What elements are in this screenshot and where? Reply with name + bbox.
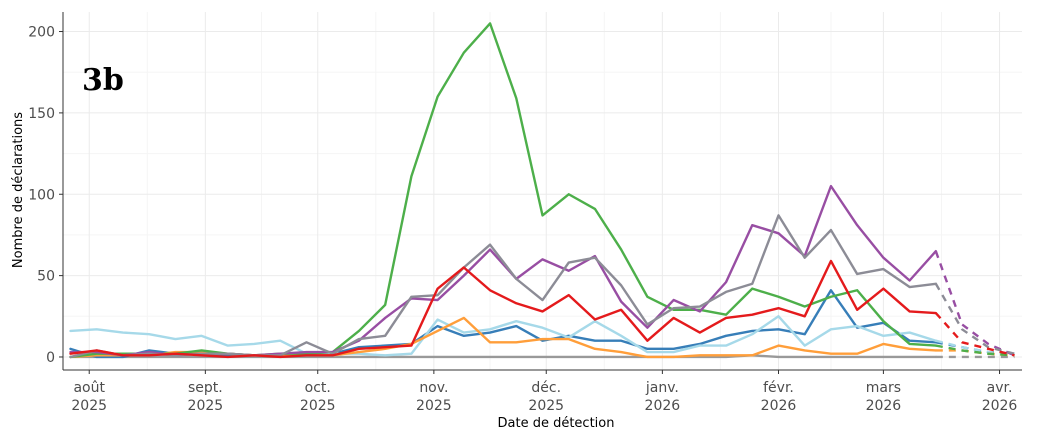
x-axis-ticks: août 2025 sept. 2025 oct. 2025 nov. 2025 déc. 202… xyxy=(63,369,1022,414)
x-tick-label-month: nov. xyxy=(419,380,448,396)
y-axis-ticks: 0 50 100 150 200 xyxy=(28,12,64,370)
x-tick-label-month: sept. xyxy=(188,380,223,396)
x-tick-label-month: mars xyxy=(866,380,901,396)
x-tick-label-month: août xyxy=(73,380,105,396)
series-line-6 xyxy=(69,214,938,359)
x-tick-label-year: 2026 xyxy=(645,398,681,414)
y-tick-label: 100 xyxy=(28,187,55,203)
x-tick-label-year: 2026 xyxy=(761,398,797,414)
series-line-dashed-6 xyxy=(934,283,1015,355)
series-line-dashed-5 xyxy=(934,250,1015,357)
y-tick-label: 150 xyxy=(28,106,55,122)
x-tick-label-month: avr. xyxy=(987,380,1013,396)
panel-label: 3b xyxy=(82,63,124,98)
x-tick-label-year: 2025 xyxy=(188,398,224,414)
x-tick-label-month: févr. xyxy=(763,380,794,396)
x-tick-label-month: janv. xyxy=(645,380,679,396)
series-line-2 xyxy=(69,315,938,357)
x-tick-label-year: 2026 xyxy=(866,398,902,414)
series-line-4 xyxy=(69,22,938,359)
y-axis-title: Nombre de déclarations xyxy=(11,112,26,268)
x-tick-label-month: oct. xyxy=(305,380,331,396)
y-tick-label: 200 xyxy=(28,25,55,41)
series-line-dashed-7 xyxy=(934,312,1015,357)
x-tick-label-year: 2025 xyxy=(300,398,336,414)
y-tick-label: 0 xyxy=(46,350,55,366)
series-lines xyxy=(69,22,1015,359)
x-tick-label-year: 2025 xyxy=(71,398,107,414)
x-axis-title: Date de détection xyxy=(498,416,615,431)
x-tick-label-year: 2025 xyxy=(528,398,564,414)
series-line-dashed-4 xyxy=(935,344,1015,357)
x-tick-label-month: déc. xyxy=(531,380,561,396)
series-line-7 xyxy=(69,259,938,359)
series-line-1 xyxy=(69,289,938,359)
x-tick-label-year: 2025 xyxy=(416,398,452,414)
y-tick-label: 50 xyxy=(37,269,55,285)
minor-gridlines xyxy=(63,12,1022,370)
x-tick-label-year: 2026 xyxy=(982,398,1018,414)
